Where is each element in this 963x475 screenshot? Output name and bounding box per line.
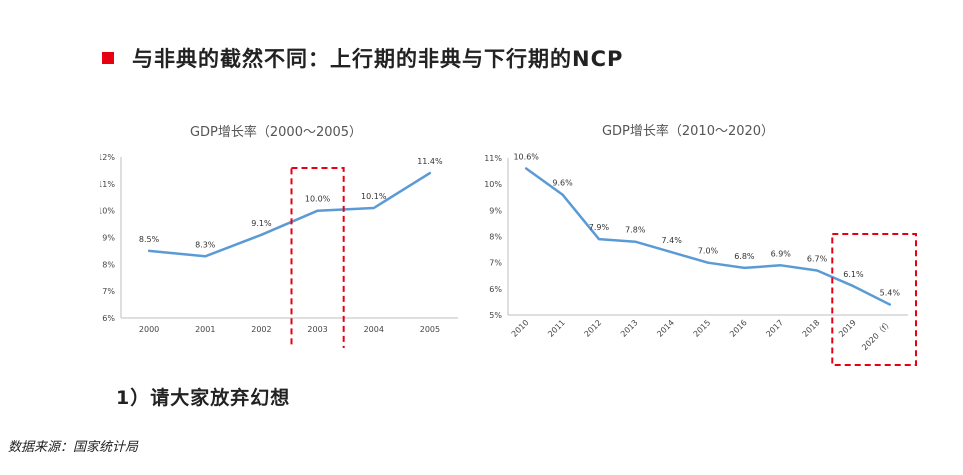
data-label: 10.1%	[361, 192, 387, 201]
subheading: 1）请大家放弃幻想	[116, 387, 291, 409]
y-tick-label: 7%	[489, 259, 502, 268]
data-point	[204, 255, 206, 257]
x-tick-label: 2004	[364, 325, 384, 334]
y-tick-label: 10%	[484, 180, 502, 189]
y-tick-label: 8%	[102, 260, 115, 269]
x-tick-label: 2017	[764, 318, 785, 339]
y-tick-label: 10%	[100, 207, 115, 216]
y-tick-label: 5%	[489, 311, 502, 320]
x-tick-label: 2001	[195, 325, 215, 334]
data-source: 数据来源：国家统计局	[8, 440, 139, 455]
data-point	[373, 207, 375, 209]
data-label: 8.3%	[195, 240, 216, 249]
chart-title: GDP增长率（2000～2005）	[190, 124, 362, 140]
data-label: 11.4%	[417, 157, 443, 166]
data-point	[671, 251, 673, 253]
data-label: 7.0%	[698, 247, 719, 256]
x-tick-label: 2020（f）	[860, 318, 894, 352]
data-label: 6.7%	[807, 255, 828, 264]
data-point	[852, 285, 854, 287]
chart-gdp-2010-2020-svg: GDP增长率（2010～2020） 5% 6% 7% 8% 9% 10% 11% 2010 201…	[484, 123, 918, 366]
highlight-dashed-box	[831, 233, 918, 366]
y-tick-label: 6%	[102, 314, 115, 323]
data-label: 7.8%	[625, 226, 646, 235]
data-label: 9.1%	[251, 219, 272, 228]
y-tick-label: 11%	[484, 154, 502, 163]
y-tick-label: 8%	[489, 233, 502, 242]
data-label: 10.0%	[305, 195, 331, 204]
x-tick-label: 2003	[307, 325, 327, 334]
data-label: 10.6%	[513, 152, 539, 161]
x-tick-label: 2005	[420, 325, 440, 334]
data-point	[429, 172, 431, 174]
x-tick-label: 2014	[655, 318, 676, 339]
data-point	[889, 304, 891, 306]
data-point	[707, 262, 709, 264]
y-tick-label: 7%	[102, 287, 115, 296]
heading: 与非典的截然不同：上行期的非典与下行期的NCP	[102, 38, 623, 78]
red-square-bullet-icon	[102, 52, 114, 64]
chart-gdp-2000-2005: GDP增长率（2000～2005） 6% 7% 8% 9% 10% 11% 12% 2000 20…	[100, 118, 480, 348]
data-label: 8.5%	[139, 235, 160, 244]
y-tick-label: 11%	[100, 180, 115, 189]
data-label: 5.4%	[880, 289, 901, 298]
data-point	[816, 270, 818, 272]
gdp-growth-line	[524, 167, 892, 306]
data-label: 7.4%	[661, 236, 682, 245]
y-tick-label: 6%	[489, 285, 502, 294]
chart-gdp-2010-2020: GDP增长率（2010～2020） 5% 6% 7% 8% 9% 10% 11% 2010 201…	[478, 118, 918, 378]
data-label: 7.9%	[589, 223, 610, 232]
gdp-growth-line	[147, 171, 432, 258]
data-point	[317, 210, 319, 212]
x-tick-label: 2011	[546, 318, 567, 339]
data-label: 9.6%	[552, 179, 573, 188]
x-tick-label: 2019	[837, 318, 858, 339]
x-tick-label: 2015	[692, 318, 713, 339]
data-point	[743, 267, 745, 269]
x-tick-label: 2000	[139, 325, 159, 334]
y-tick-label: 9%	[102, 234, 115, 243]
highlight-dashed-box	[290, 167, 345, 348]
y-tick-label: 9%	[489, 206, 502, 215]
x-tick-label: 2012	[583, 318, 604, 339]
x-tick-label: 2016	[728, 318, 749, 339]
x-tick-label: 2002	[251, 325, 271, 334]
data-point	[598, 238, 600, 240]
data-label: 6.9%	[771, 249, 792, 258]
data-label: 6.8%	[734, 252, 755, 261]
data-point	[525, 167, 527, 169]
chart-title: GDP增长率（2010～2020）	[602, 123, 774, 139]
data-point	[148, 250, 150, 252]
heading-text: 与非典的截然不同：上行期的非典与下行期的NCP	[132, 47, 624, 71]
data-point	[260, 234, 262, 236]
x-tick-label: 2013	[619, 318, 640, 339]
data-point	[780, 264, 782, 266]
x-tick-label: 2018	[801, 318, 822, 339]
y-tick-label: 12%	[100, 153, 115, 162]
x-tick-label: 2010	[510, 318, 531, 339]
chart-gdp-2000-2005-svg: GDP增长率（2000～2005） 6% 7% 8% 9% 10% 11% 12% 2000 20…	[100, 124, 458, 348]
data-label: 6.1%	[843, 270, 864, 279]
data-point	[562, 194, 564, 196]
data-point	[634, 241, 636, 243]
